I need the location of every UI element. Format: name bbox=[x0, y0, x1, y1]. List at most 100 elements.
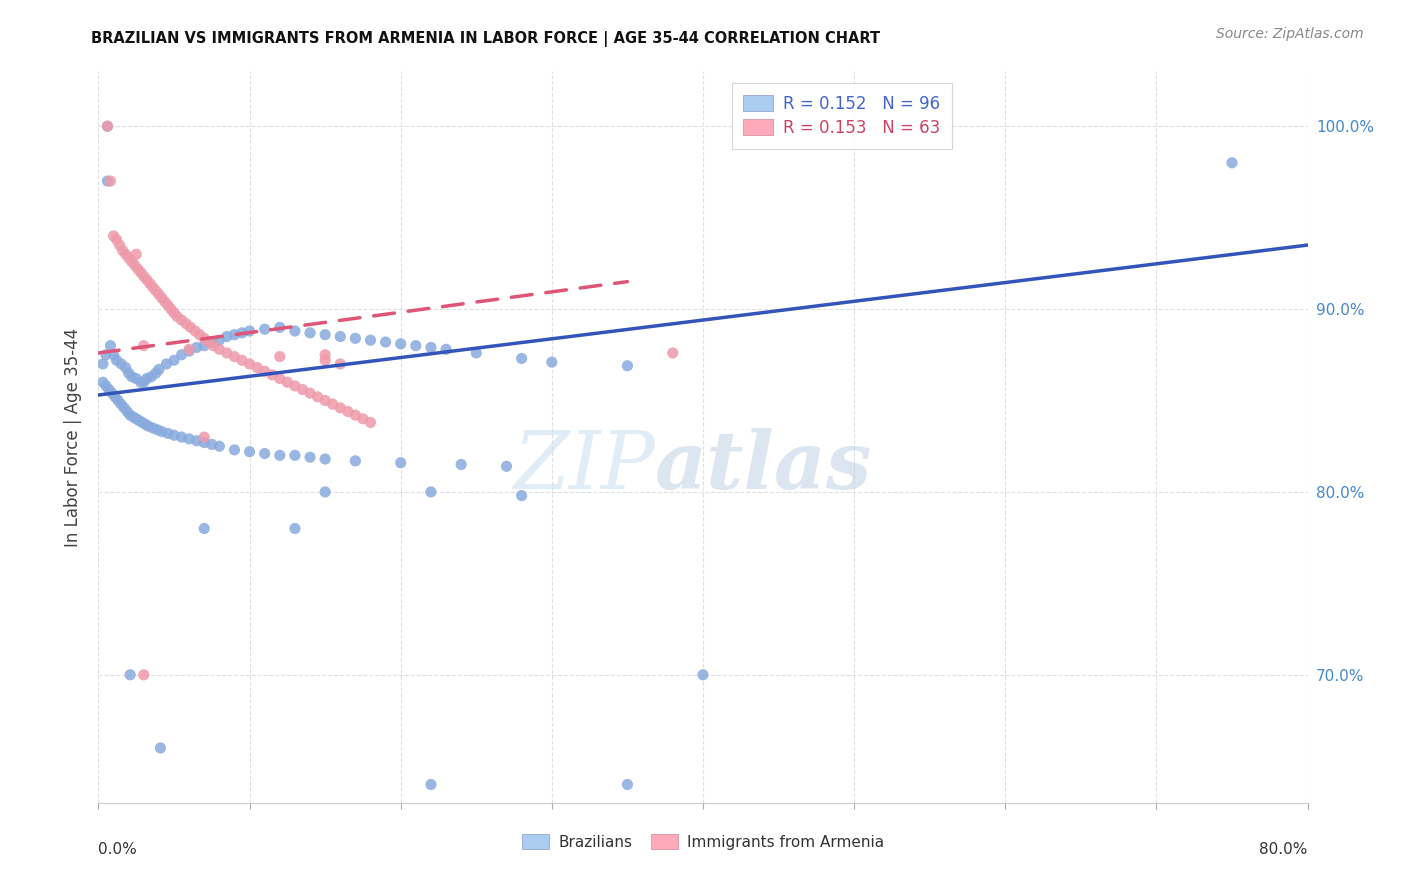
Point bbox=[224, 350, 246, 364]
Point bbox=[360, 333, 382, 347]
Text: Source: ZipAtlas.com: Source: ZipAtlas.com bbox=[1216, 27, 1364, 41]
Point bbox=[114, 247, 136, 261]
Point bbox=[125, 411, 148, 425]
Point bbox=[94, 348, 117, 362]
Point bbox=[111, 244, 134, 258]
Point bbox=[180, 320, 202, 334]
Point bbox=[420, 777, 443, 791]
Point bbox=[197, 334, 219, 349]
Point bbox=[299, 326, 322, 340]
Point bbox=[201, 334, 224, 349]
Point bbox=[121, 369, 143, 384]
Point bbox=[148, 287, 170, 301]
Point bbox=[132, 338, 155, 352]
Point bbox=[163, 306, 186, 320]
Point bbox=[153, 294, 176, 309]
Point bbox=[121, 254, 143, 268]
Point bbox=[344, 331, 367, 345]
Point bbox=[107, 393, 129, 408]
Point bbox=[150, 291, 173, 305]
Point bbox=[148, 362, 170, 376]
Point bbox=[120, 408, 142, 422]
Point bbox=[284, 448, 307, 462]
Point bbox=[112, 401, 135, 415]
Point bbox=[124, 258, 146, 272]
Point bbox=[465, 346, 488, 360]
Point bbox=[149, 740, 172, 755]
Point bbox=[155, 357, 177, 371]
Point bbox=[156, 298, 179, 312]
Point bbox=[374, 334, 396, 349]
Point bbox=[145, 284, 167, 298]
Point bbox=[104, 390, 127, 404]
Point bbox=[170, 313, 193, 327]
Point bbox=[314, 327, 336, 342]
Point bbox=[132, 375, 155, 389]
Point bbox=[96, 174, 118, 188]
Point bbox=[269, 320, 291, 334]
Point bbox=[389, 456, 412, 470]
Point bbox=[360, 416, 382, 430]
Point bbox=[405, 338, 427, 352]
Point bbox=[540, 355, 562, 369]
Point bbox=[129, 265, 152, 279]
Point bbox=[166, 310, 188, 324]
Text: atlas: atlas bbox=[655, 427, 872, 505]
Point bbox=[125, 371, 148, 385]
Point bbox=[110, 397, 132, 411]
Point bbox=[186, 341, 208, 355]
Point bbox=[120, 667, 142, 681]
Point bbox=[160, 301, 183, 316]
Point bbox=[299, 450, 322, 465]
Y-axis label: In Labor Force | Age 35-44: In Labor Force | Age 35-44 bbox=[65, 327, 83, 547]
Point bbox=[129, 375, 152, 389]
Point bbox=[224, 327, 246, 342]
Point bbox=[329, 401, 352, 415]
Point bbox=[94, 379, 117, 393]
Point bbox=[420, 484, 443, 499]
Point bbox=[132, 269, 155, 284]
Point bbox=[139, 277, 162, 291]
Point bbox=[291, 383, 314, 397]
Point bbox=[100, 338, 122, 352]
Text: ZIP: ZIP bbox=[513, 427, 655, 505]
Point bbox=[125, 247, 148, 261]
Point bbox=[142, 421, 165, 435]
Point bbox=[314, 484, 336, 499]
Legend: Brazilians, Immigrants from Armenia: Brazilians, Immigrants from Armenia bbox=[515, 827, 891, 857]
Point bbox=[329, 329, 352, 343]
Text: BRAZILIAN VS IMMIGRANTS FROM ARMENIA IN LABOR FORCE | AGE 35-44 CORRELATION CHAR: BRAZILIAN VS IMMIGRANTS FROM ARMENIA IN … bbox=[91, 31, 880, 47]
Point bbox=[276, 375, 298, 389]
Point bbox=[135, 371, 157, 385]
Point bbox=[108, 238, 131, 252]
Text: 0.0%: 0.0% bbox=[98, 842, 138, 856]
Point bbox=[495, 459, 517, 474]
Point bbox=[284, 324, 307, 338]
Point bbox=[179, 344, 201, 359]
Point bbox=[100, 174, 122, 188]
Point bbox=[118, 366, 141, 380]
Point bbox=[131, 416, 153, 430]
Point bbox=[246, 360, 269, 375]
Point bbox=[91, 357, 114, 371]
Point bbox=[314, 393, 336, 408]
Point bbox=[188, 327, 211, 342]
Point bbox=[314, 452, 336, 467]
Point bbox=[193, 338, 215, 352]
Point bbox=[96, 119, 118, 133]
Point bbox=[510, 489, 533, 503]
Point bbox=[284, 521, 307, 535]
Point bbox=[163, 353, 186, 368]
Point bbox=[329, 357, 352, 371]
Point bbox=[101, 386, 124, 401]
Point bbox=[174, 317, 197, 331]
Point bbox=[307, 390, 329, 404]
Point bbox=[344, 454, 367, 468]
Point bbox=[269, 350, 291, 364]
Point bbox=[103, 348, 125, 362]
Point bbox=[96, 119, 118, 133]
Point bbox=[127, 261, 149, 276]
Point bbox=[322, 397, 344, 411]
Point bbox=[193, 430, 215, 444]
Point bbox=[202, 338, 225, 352]
